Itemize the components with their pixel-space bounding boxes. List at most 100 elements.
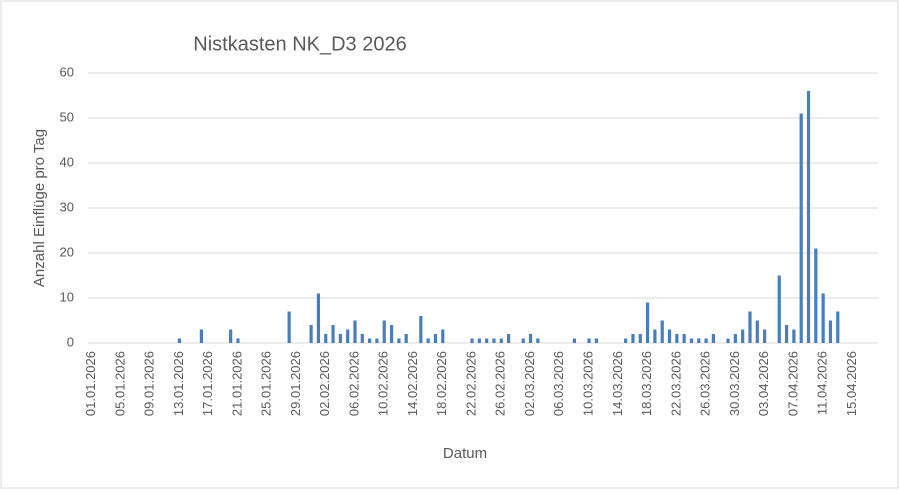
bar [660,320,664,343]
bar [711,334,716,343]
bar [485,338,489,343]
bar [821,293,825,343]
bar [792,329,796,343]
x-tick-label: 02.02.2026 [317,351,332,416]
y-tick-label: 0 [67,334,74,349]
x-tick-label: 14.02.2026 [405,351,420,416]
x-tick-label: 14.03.2026 [610,351,625,416]
bar [499,338,503,343]
bar [777,275,781,343]
bar [784,325,789,343]
x-tick-label: 06.03.2026 [551,351,566,416]
bar [572,338,577,343]
x-tick-label: 05.01.2026 [112,351,127,416]
bar [368,338,372,343]
x-tick-label: 10.03.2026 [581,351,596,416]
bar [741,329,745,343]
x-tick-label: 30.03.2026 [727,351,742,416]
bar [689,338,694,343]
bar [199,329,203,343]
bar [536,338,540,343]
bar [763,329,767,343]
x-tick-label: 22.03.2026 [668,351,683,416]
y-tick-label: 20 [60,244,74,259]
x-tick-label: 09.01.2026 [142,351,157,416]
bar [353,320,357,343]
bar [667,329,672,343]
bar [324,334,328,343]
x-tick-label: 15.04.2026 [844,351,859,416]
bar [346,329,350,343]
y-tick-label: 10 [60,289,74,304]
x-tick-label: 11.04.2026 [815,351,830,415]
x-tick-label: 22.02.2026 [463,351,478,416]
bar [287,311,291,343]
bar [397,338,401,343]
bar [828,320,833,343]
bar [433,334,438,343]
y-tick-label: 40 [60,154,74,169]
bar [177,338,182,343]
bar [697,338,701,343]
x-tick-label: 17.01.2026 [200,351,215,416]
bar [382,320,386,343]
bar [682,334,686,343]
bar [645,302,650,343]
bar [748,311,752,343]
x-tick-label: 03.04.2026 [756,351,771,416]
x-tick-label: 29.01.2026 [288,351,303,416]
bar [726,338,730,343]
x-axis-label: Datum [443,445,487,462]
x-tick-label: 02.03.2026 [522,351,537,416]
x-tick-label: 26.03.2026 [698,351,713,416]
bar [624,338,628,343]
bar [331,325,335,343]
x-tick-label: 21.01.2026 [229,351,244,416]
bar [755,320,759,343]
bar [375,338,379,343]
bar [521,338,525,343]
x-tick-label: 01.01.2026 [83,351,98,416]
x-tick-label: 07.04.2026 [785,351,800,416]
bar [236,338,240,343]
bar [675,334,679,343]
bar [528,334,533,343]
bar [477,338,481,343]
bar [806,91,811,343]
bar [309,325,313,343]
x-tick-label: 06.02.2026 [346,351,361,416]
bar [799,113,803,343]
y-tick-label: 60 [60,64,74,79]
bar [470,338,474,343]
x-tick-label: 13.01.2026 [171,351,186,416]
x-tick-label: 25.01.2026 [259,351,274,416]
bar [704,338,708,343]
bar [814,248,818,343]
x-tick-label: 18.02.2026 [434,351,449,416]
bar [594,338,598,343]
bar [631,334,635,343]
bar [836,311,840,343]
bar [338,334,342,343]
bar [229,329,233,343]
bar [426,338,430,343]
bar [733,334,737,343]
bar [653,329,657,343]
y-tick-label: 50 [60,109,74,124]
x-tick-label: 10.02.2026 [376,351,391,416]
bar [507,334,511,343]
chart-title: Nistkasten NK_D3 2026 [193,33,406,55]
bar [389,325,394,343]
bar [404,334,408,343]
bar [316,293,321,343]
y-axis-label: Anzahl Einflüge pro Tag [31,129,48,287]
bar [441,329,445,343]
bar [638,334,642,343]
bar [419,316,423,343]
bar [492,338,496,343]
x-tick-label: 18.03.2026 [639,351,654,416]
bar [587,338,591,343]
bar [360,334,364,343]
